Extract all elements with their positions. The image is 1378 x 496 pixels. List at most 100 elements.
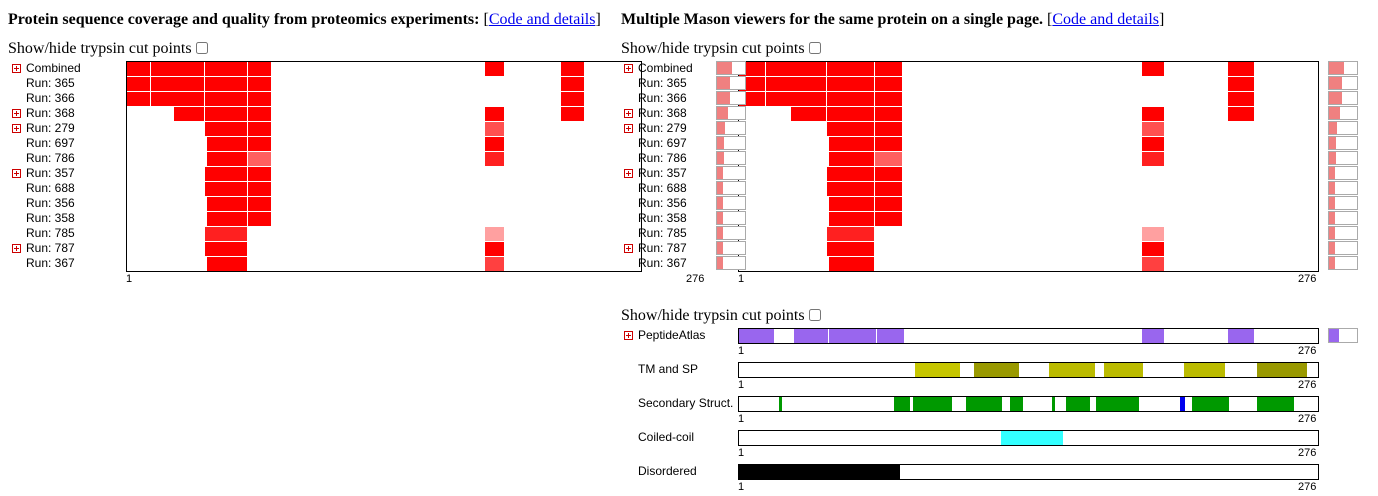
annotation-summary[interactable] [1328,328,1358,343]
right-segment[interactable] [829,152,874,166]
right-segment[interactable] [1228,107,1254,121]
left-segment[interactable] [248,152,271,166]
right-row-expand-icon[interactable] [624,169,633,178]
right-segment[interactable] [766,62,826,76]
right-segment[interactable] [1142,227,1164,241]
right-left-summary[interactable] [716,151,746,165]
left-segment[interactable] [485,257,504,271]
right-segment[interactable] [827,107,874,121]
right-right-summary[interactable] [1328,166,1358,180]
right-segment[interactable] [827,227,874,241]
annotation-segment[interactable] [739,329,774,343]
right-segment[interactable] [827,92,874,106]
right-segment[interactable] [875,107,902,121]
right-segment[interactable] [829,212,874,226]
right-segment[interactable] [829,137,874,151]
right-row-expand-icon[interactable] [624,244,633,253]
left-segment[interactable] [485,227,504,241]
right-right-summary[interactable] [1328,256,1358,270]
right-segment[interactable] [829,257,874,271]
right-segment[interactable] [1142,152,1164,166]
right-segment[interactable] [766,92,826,106]
left-segment[interactable] [485,137,504,151]
left-segment[interactable] [205,62,247,76]
annotation-segment[interactable] [1066,397,1090,411]
left-segment[interactable] [207,197,247,211]
left-row-expand-icon[interactable] [12,64,21,73]
right-left-summary[interactable] [716,121,746,135]
right-segment[interactable] [1142,242,1164,256]
left-segment[interactable] [561,107,584,121]
right-right-summary[interactable] [1328,181,1358,195]
left-segment[interactable] [248,197,271,211]
right-left-summary[interactable] [716,91,746,105]
left-segment[interactable] [207,212,247,226]
right-segment[interactable] [1142,257,1164,271]
right-left-summary[interactable] [716,241,746,255]
annotation-segment[interactable] [966,397,1002,411]
right-segment[interactable] [1142,107,1164,121]
left-segment[interactable] [248,92,271,106]
annotation-segment[interactable] [779,397,782,411]
right-row-expand-icon[interactable] [624,109,633,118]
left-segment[interactable] [248,62,271,76]
right-left-summary[interactable] [716,211,746,225]
right-left-summary[interactable] [716,256,746,270]
right-right-summary[interactable] [1328,211,1358,225]
right-left-summary[interactable] [716,76,746,90]
right-segment[interactable] [875,182,902,196]
left-segment[interactable] [151,77,204,91]
annotation-segment[interactable] [1257,363,1307,377]
left-row-expand-icon[interactable] [12,169,21,178]
annotation-segment[interactable] [739,465,900,479]
right-segment[interactable] [875,197,902,211]
left-segment[interactable] [205,227,247,241]
left-segment[interactable] [205,122,247,136]
annotation-row-expand-icon[interactable] [624,331,633,340]
annotation-segment[interactable] [894,397,910,411]
right-left-summary[interactable] [716,181,746,195]
right-right-summary[interactable] [1328,76,1358,90]
left-segment[interactable] [485,122,504,136]
left-trypsin-checkbox[interactable] [195,42,208,54]
right-segment[interactable] [827,77,874,91]
left-segment[interactable] [127,77,150,91]
right-left-summary[interactable] [716,196,746,210]
annotation-segment[interactable] [913,397,952,411]
annotation-segment[interactable] [794,329,828,343]
left-segment[interactable] [561,92,584,106]
left-row-expand-icon[interactable] [12,124,21,133]
left-segment[interactable] [248,212,271,226]
right-segment[interactable] [829,197,874,211]
right-left-summary[interactable] [716,226,746,240]
annotation-segment[interactable] [974,363,1019,377]
left-segment[interactable] [205,167,247,181]
right-right-summary[interactable] [1328,226,1358,240]
annotation-segment[interactable] [1180,397,1185,411]
annotation-segment[interactable] [1001,431,1063,445]
right-segment[interactable] [1228,62,1254,76]
left-segment[interactable] [205,92,247,106]
left-segment[interactable] [205,107,247,121]
left-segment[interactable] [127,92,150,106]
right-row-expand-icon[interactable] [624,124,633,133]
right-left-summary[interactable] [716,61,746,75]
annotation-segment[interactable] [829,329,876,343]
left-segment[interactable] [151,92,204,106]
right-segment[interactable] [827,182,874,196]
left-segment[interactable] [248,77,271,91]
right-right-summary[interactable] [1328,241,1358,255]
right-segment[interactable] [875,152,902,166]
right-segment[interactable] [827,242,874,256]
left-segment[interactable] [485,242,504,256]
right-right-summary[interactable] [1328,136,1358,150]
right-right-summary[interactable] [1328,61,1358,75]
left-row-expand-icon[interactable] [12,244,21,253]
annotation-segment[interactable] [1104,363,1143,377]
right-right-summary[interactable] [1328,151,1358,165]
right-segment[interactable] [875,137,902,151]
right-segment[interactable] [875,212,902,226]
annotation-segment[interactable] [1257,397,1294,411]
annotation-segment[interactable] [1096,397,1139,411]
left-segment[interactable] [248,107,271,121]
